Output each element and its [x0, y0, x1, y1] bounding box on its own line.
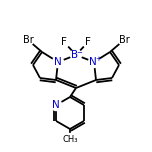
Circle shape [52, 57, 64, 67]
Text: Br: Br [23, 35, 33, 45]
Text: CH₃: CH₃ [62, 135, 78, 143]
Text: N: N [52, 100, 60, 110]
Text: F: F [61, 37, 67, 47]
Circle shape [59, 36, 69, 47]
Text: F: F [85, 37, 91, 47]
Circle shape [51, 100, 62, 111]
Text: −: − [76, 50, 82, 56]
Circle shape [83, 36, 93, 47]
Text: N: N [54, 57, 62, 67]
Circle shape [22, 35, 33, 45]
Text: B: B [71, 50, 79, 60]
Text: Br: Br [119, 35, 129, 45]
Text: +: + [95, 56, 101, 62]
Circle shape [119, 35, 130, 45]
Circle shape [64, 133, 76, 145]
Circle shape [88, 57, 100, 67]
Circle shape [71, 50, 81, 60]
Text: N: N [89, 57, 97, 67]
